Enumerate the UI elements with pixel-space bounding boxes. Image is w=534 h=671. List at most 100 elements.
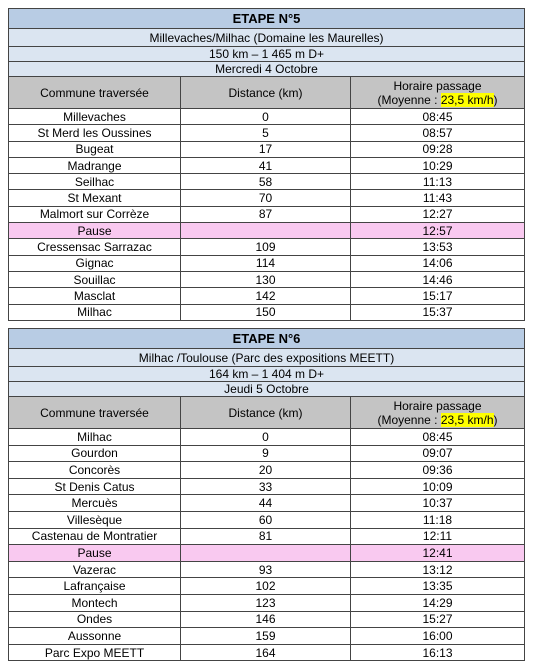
distance-cell: 41 [180, 156, 351, 175]
distance-cell: 9 [180, 444, 351, 463]
time-cell: 11:18 [350, 510, 525, 529]
distance-cell: 70 [180, 189, 351, 207]
time-cell: 15:17 [350, 287, 525, 305]
data-row: Madrange 41 10:29 [8, 156, 525, 175]
commune-cell: Madrange [8, 156, 181, 175]
distance-cell: 93 [180, 560, 351, 579]
header-commune: Commune traversée [8, 396, 181, 429]
header-time: Horaire passage (Moyenne : 23,5 km/h) [350, 396, 525, 429]
distance-cell: 87 [180, 205, 351, 224]
data-row: Seilhac 58 11:13 [8, 173, 525, 191]
commune-cell: Cressensac Sarrazac [8, 238, 181, 256]
commune-cell: Gourdon [8, 444, 181, 463]
commune-cell: Pause [8, 222, 181, 240]
time-cell: 15:27 [350, 610, 525, 629]
time-cell: 12:27 [350, 205, 525, 224]
distance-cell: 123 [180, 593, 351, 612]
stage-date: Mercredi 4 Octobre [8, 61, 525, 77]
stage-date-row: Jeudi 5 Octobre [8, 381, 525, 397]
data-row: Malmort sur Corrèze 87 12:27 [8, 205, 525, 224]
stage-route-row: Millevaches/Milhac (Domaine les Maurelle… [8, 28, 525, 47]
commune-cell: Masclat [8, 287, 181, 305]
time-cell: 08:45 [350, 428, 525, 446]
data-row: Concorès 20 09:36 [8, 461, 525, 479]
time-cell: 08:45 [350, 107, 525, 126]
commune-cell: Milhac [8, 428, 181, 446]
commune-cell: Castenau de Montratier [8, 527, 181, 546]
commune-cell: Millevaches [8, 107, 181, 126]
time-cell: 10:29 [350, 156, 525, 175]
time-cell: 14:29 [350, 593, 525, 612]
stage-table: ETAPE N°5 Millevaches/Milhac (Domaine les… [8, 8, 525, 321]
time-cell: 12:11 [350, 527, 525, 546]
stage-title: ETAPE N°6 [8, 328, 525, 349]
header-distance: Distance (km) [180, 76, 351, 109]
distance-cell [180, 544, 351, 562]
time-cell: 12:41 [350, 544, 525, 562]
time-cell: 11:43 [350, 189, 525, 207]
stage-title-row: ETAPE N°5 [8, 8, 525, 29]
stage-profile: 164 km – 1 404 m D+ [8, 366, 525, 382]
pace-value: 23,5 km/h [440, 412, 494, 427]
data-row: Parc Expo MEETT 164 16:13 [8, 643, 525, 662]
distance-cell: 81 [180, 527, 351, 546]
pace-line: (Moyenne : 23,5 km/h) [352, 92, 524, 107]
data-row: Souillac 130 14:46 [8, 270, 525, 289]
commune-cell: Vazerac [8, 560, 181, 579]
commune-cell: Souillac [8, 270, 181, 289]
pace-line: (Moyenne : 23,5 km/h) [352, 412, 524, 427]
distance-cell: 5 [180, 124, 351, 142]
data-row: Pause 12:41 [8, 544, 525, 562]
header-time: Horaire passage (Moyenne : 23,5 km/h) [350, 76, 525, 109]
distance-cell: 0 [180, 428, 351, 446]
header-row: Commune traversée Distance (km) Horaire pa… [8, 76, 525, 109]
commune-cell: St Denis Catus [8, 477, 181, 496]
time-cell: 10:09 [350, 477, 525, 496]
time-cell: 09:28 [350, 140, 525, 158]
data-row: Castenau de Montratier 81 12:11 [8, 527, 525, 546]
time-cell: 10:37 [350, 494, 525, 512]
time-cell: 14:46 [350, 270, 525, 289]
distance-cell: 164 [180, 643, 351, 662]
data-row: Pause 12:57 [8, 222, 525, 240]
data-row: Milhac 0 08:45 [8, 428, 525, 446]
distance-cell: 114 [180, 254, 351, 272]
data-row: Bugeat 17 09:28 [8, 140, 525, 158]
commune-cell: St Merd les Oussines [8, 124, 181, 142]
commune-cell: Pause [8, 544, 181, 562]
header-time-label: Horaire passage [393, 78, 482, 93]
commune-cell: Ondes [8, 610, 181, 629]
stage-profile-row: 164 km – 1 404 m D+ [8, 366, 525, 382]
time-cell: 16:00 [350, 627, 525, 645]
commune-cell: Malmort sur Corrèze [8, 205, 181, 224]
distance-cell: 142 [180, 287, 351, 305]
commune-cell: Montech [8, 593, 181, 612]
header-time-label: Horaire passage [393, 398, 482, 413]
time-cell: 08:57 [350, 124, 525, 142]
data-row: St Denis Catus 33 10:09 [8, 477, 525, 496]
commune-cell: Bugeat [8, 140, 181, 158]
time-cell: 11:13 [350, 173, 525, 191]
stage-date: Jeudi 5 Octobre [8, 381, 525, 397]
time-cell: 13:35 [350, 577, 525, 595]
commune-cell: St Mexant [8, 189, 181, 207]
distance-cell: 146 [180, 610, 351, 629]
data-row: St Merd les Oussines 5 08:57 [8, 124, 525, 142]
distance-cell [180, 222, 351, 240]
data-row: Milhac 150 15:37 [8, 303, 525, 321]
data-row: Vazerac 93 13:12 [8, 560, 525, 579]
distance-cell: 102 [180, 577, 351, 595]
data-row: Gignac 114 14:06 [8, 254, 525, 272]
commune-cell: Concorès [8, 461, 181, 479]
header-commune: Commune traversée [8, 76, 181, 109]
data-row: Lafrançaise 102 13:35 [8, 577, 525, 595]
pace-value: 23,5 km/h [440, 92, 494, 107]
time-cell: 16:13 [350, 643, 525, 662]
data-row: Cressensac Sarrazac 109 13:53 [8, 238, 525, 256]
time-cell: 15:37 [350, 303, 525, 321]
commune-cell: Lafrançaise [8, 577, 181, 595]
stage-table: ETAPE N°6 Milhac /Toulouse (Parc des expo… [8, 328, 525, 662]
distance-cell: 44 [180, 494, 351, 512]
pace-prefix: (Moyenne : [377, 412, 438, 427]
stage-title-row: ETAPE N°6 [8, 328, 525, 349]
